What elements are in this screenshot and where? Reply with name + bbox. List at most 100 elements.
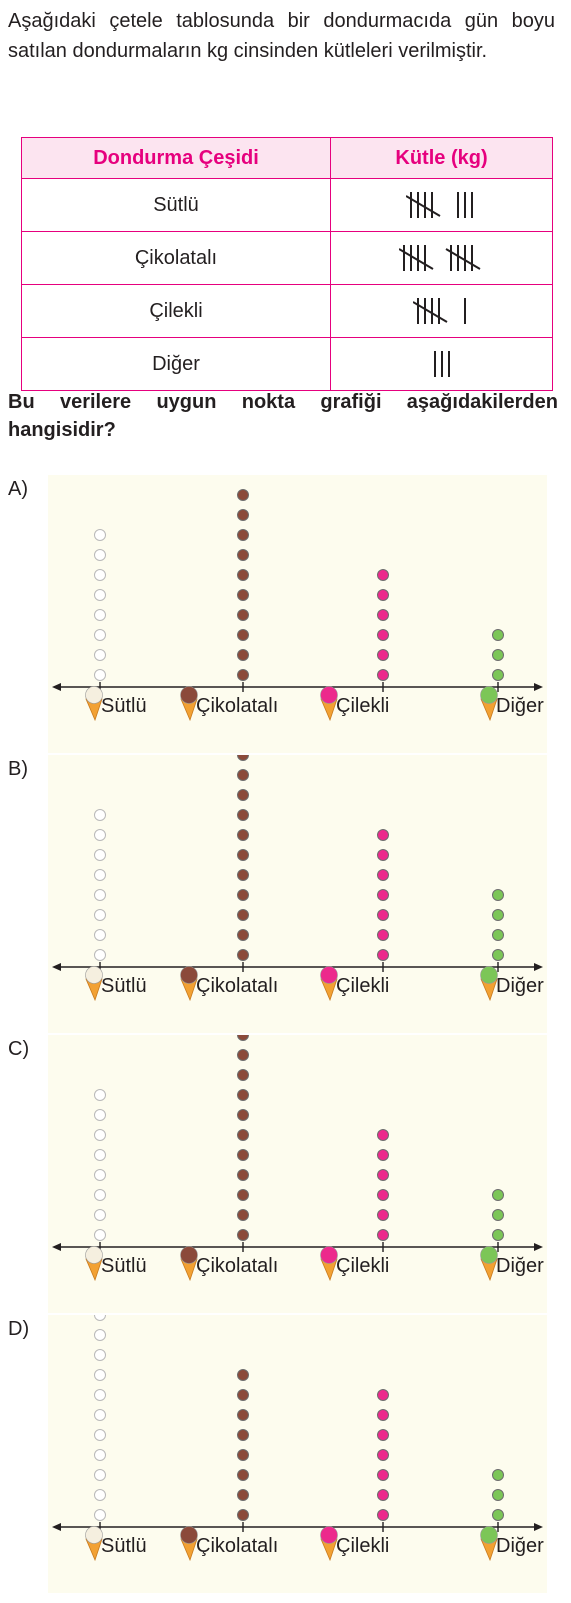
dot-plot-svg xyxy=(52,1035,543,1252)
data-dot xyxy=(237,1489,249,1501)
data-dot xyxy=(94,1349,106,1361)
data-dot xyxy=(237,529,249,541)
data-dot xyxy=(237,1149,249,1161)
row-label: Çikolatalı xyxy=(21,231,331,285)
data-dot xyxy=(94,1469,106,1481)
data-dot xyxy=(237,669,249,681)
data-dot xyxy=(492,1469,504,1481)
data-dot xyxy=(94,1429,106,1441)
tally-table: Dondurma Çeşidi Kütle (kg) Sütlü Çikolat… xyxy=(21,137,553,391)
data-dot xyxy=(94,849,106,861)
ice-cream-cone-icon xyxy=(318,965,340,1001)
data-dot xyxy=(377,1489,389,1501)
data-dot xyxy=(94,1509,106,1521)
axis-arrow-right xyxy=(534,963,543,971)
data-dot xyxy=(377,929,389,941)
data-dot xyxy=(377,849,389,861)
data-dot xyxy=(237,1469,249,1481)
header-mass: Kütle (kg) xyxy=(330,137,553,179)
data-dot xyxy=(377,1209,389,1221)
data-dot xyxy=(94,649,106,661)
data-dot xyxy=(237,769,249,781)
data-dot xyxy=(492,669,504,681)
data-dot xyxy=(492,649,504,661)
data-dot xyxy=(94,1369,106,1381)
data-dot xyxy=(237,1169,249,1181)
ice-cream-cone-icon xyxy=(178,1245,200,1281)
data-dot xyxy=(237,589,249,601)
row-label: Diğer xyxy=(21,337,331,391)
data-dot xyxy=(377,1129,389,1141)
data-dot xyxy=(377,1229,389,1241)
table-row: Çilekli xyxy=(21,284,553,338)
data-dot xyxy=(94,589,106,601)
data-dot xyxy=(237,1209,249,1221)
axis-arrow-left xyxy=(52,963,61,971)
intro-text: Aşağıdaki çetele tablosunda bir dondurma… xyxy=(8,10,555,62)
dot-plot-c[interactable]: Sütlü Çikolatalı Çilekli Diğer xyxy=(48,1035,547,1313)
axis-arrow-right xyxy=(534,1523,543,1531)
ice-cream-cone-icon xyxy=(318,1245,340,1281)
data-dot xyxy=(237,629,249,641)
data-dot xyxy=(377,669,389,681)
data-dot xyxy=(94,1169,106,1181)
data-dot xyxy=(237,1129,249,1141)
data-dot xyxy=(237,829,249,841)
data-dot xyxy=(237,1389,249,1401)
data-dot xyxy=(377,1149,389,1161)
ice-cream-cone-icon xyxy=(178,1525,200,1561)
dot-plot-b[interactable]: Sütlü Çikolatalı Çilekli Diğer xyxy=(48,755,547,1033)
data-dot xyxy=(237,909,249,921)
data-dot xyxy=(94,609,106,621)
data-dot xyxy=(237,1449,249,1461)
data-dot xyxy=(237,1035,249,1041)
data-dot xyxy=(237,1409,249,1421)
data-dot xyxy=(377,869,389,881)
data-dot xyxy=(377,1169,389,1181)
tick-label: Çilekli xyxy=(336,695,390,717)
ice-cream-cone-icon xyxy=(178,685,200,721)
ice-cream-cone-icon xyxy=(83,1245,105,1281)
data-dot xyxy=(94,829,106,841)
data-dot xyxy=(94,1449,106,1461)
tick-label: Çilekli xyxy=(336,1255,390,1277)
question-text: Bu verilere uygun nokta grafiği aşağıdak… xyxy=(8,391,558,441)
option-letter[interactable]: B) xyxy=(8,758,28,780)
option-letter[interactable]: D) xyxy=(8,1318,30,1340)
data-dot xyxy=(237,849,249,861)
ice-cream-cone-icon xyxy=(478,1525,500,1561)
tally-cross-stroke xyxy=(444,248,481,270)
axis-arrow-left xyxy=(52,1243,61,1251)
data-dot xyxy=(94,1409,106,1421)
tally-marks xyxy=(433,351,450,377)
row-label: Çilekli xyxy=(21,284,331,338)
ice-cream-cone-icon xyxy=(318,1525,340,1561)
tick-label: Çilekli xyxy=(336,1535,390,1557)
tick-label: Diğer xyxy=(496,1255,544,1277)
ice-cream-cone-icon xyxy=(478,685,500,721)
dot-plot-a[interactable]: Sütlü Çikolatalı Çilekli Diğer xyxy=(48,475,547,753)
tally-cell xyxy=(330,231,553,285)
tally-marks xyxy=(406,192,473,218)
axis-arrow-left xyxy=(52,683,61,691)
ice-cream-cone-icon xyxy=(478,1245,500,1281)
table-header-row: Dondurma Çeşidi Kütle (kg) xyxy=(21,137,553,179)
dot-plot-d[interactable]: Sütlü Çikolatalı Çilekli Diğer xyxy=(48,1315,547,1593)
data-dot xyxy=(94,1489,106,1501)
data-dot xyxy=(94,929,106,941)
tick-label: Çilekli xyxy=(336,975,390,997)
data-dot xyxy=(237,1369,249,1381)
data-dot xyxy=(94,1209,106,1221)
data-dot xyxy=(492,1489,504,1501)
option-letter[interactable]: C) xyxy=(8,1038,30,1060)
data-dot xyxy=(492,1229,504,1241)
data-dot xyxy=(237,755,249,761)
data-dot xyxy=(94,1315,106,1321)
tick-label: Sütlü xyxy=(101,1535,147,1557)
tally-cell xyxy=(330,178,553,232)
ice-cream-cone-icon xyxy=(83,1525,105,1561)
data-dot xyxy=(94,1189,106,1201)
option-letter[interactable]: A) xyxy=(8,478,28,500)
dot-plot-svg xyxy=(52,755,543,972)
data-dot xyxy=(492,1209,504,1221)
